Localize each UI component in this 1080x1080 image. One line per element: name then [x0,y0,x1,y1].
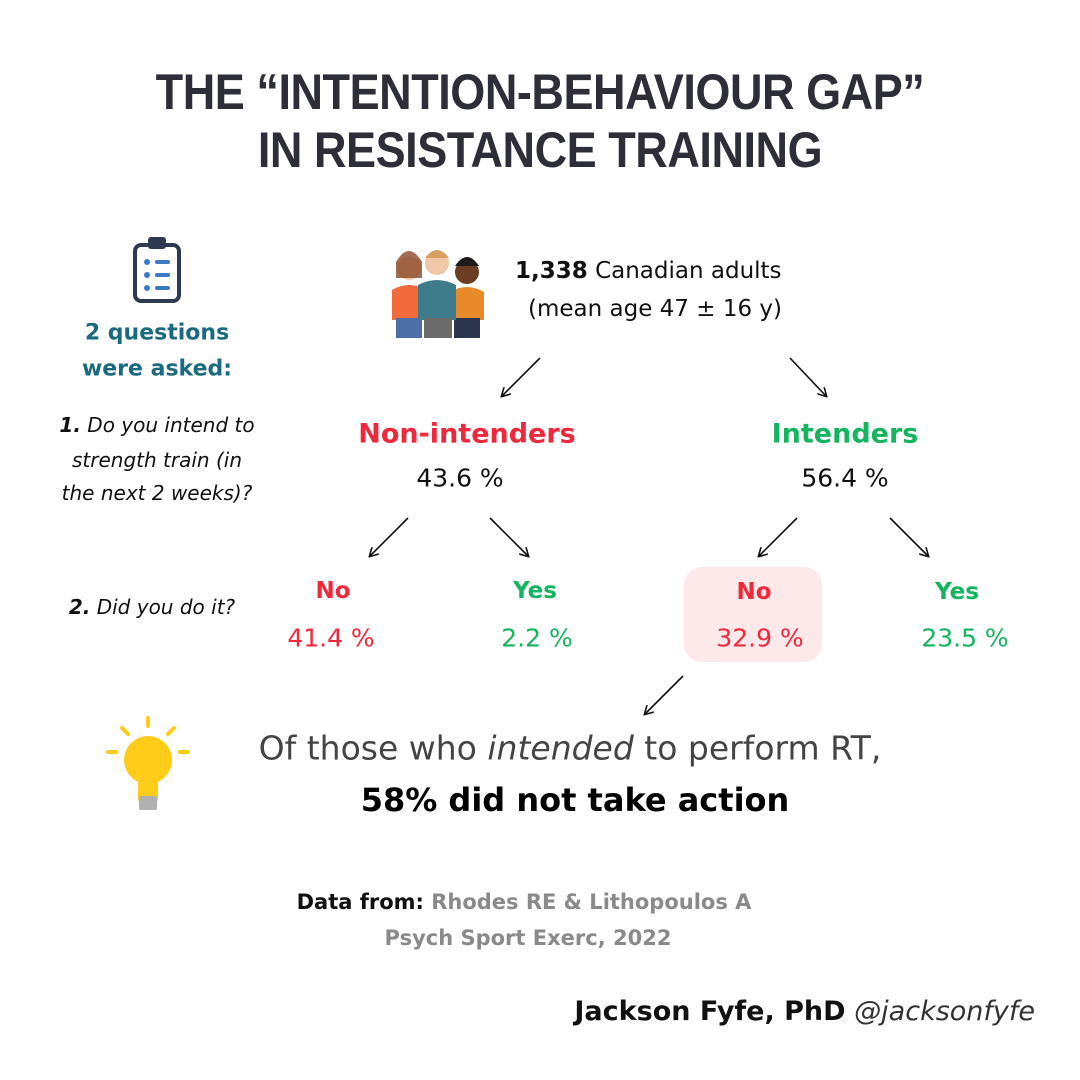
author-line: Jackson Fyfe, PhD @jacksonfyfe [574,996,1035,1027]
question-line: 1. Do you intend to [59,413,254,437]
question-text: Do you intend to [87,413,255,437]
question-text: strength train (in [72,448,242,472]
arrows [370,357,928,714]
conclusion-line: Of those who intended to perform RT, [259,729,882,768]
group-percent: 56.4 % [801,463,889,493]
outcome-label: No [315,578,351,604]
question-number: 2. [68,595,91,619]
source-text: Psych Sport Exerc, 2022 [384,926,672,950]
outcome-label: No [736,579,772,605]
group-percent: 43.6 % [416,463,504,493]
questions-heading: were asked: [81,356,233,382]
sample-detail: (mean age 47 ± 16 y) [528,296,782,322]
sample-line: 1,338 Canadian adults [515,258,782,284]
conclusion-text: Of those who [258,728,477,768]
question-text: the next 2 weeks)? [61,481,253,505]
group-label: Intenders [771,418,919,450]
group-label: Non-intenders [358,418,576,450]
question-text: Did you do it? [96,595,236,619]
question-line: 2. Did you do it? [69,595,235,619]
title-line: IN RESISTANCE TRAINING [257,122,823,178]
question-number: 1. [59,413,81,437]
author-name: Jackson Fyfe, PhD [574,996,846,1027]
highlight-box [684,567,822,662]
outcome-label: Yes [935,579,979,605]
questions-heading: 2 questions [84,320,230,346]
conclusion-emphasis: intended [487,728,634,768]
source-label: Data from: [296,890,424,914]
outcome-percent: 32.9 % [716,623,804,653]
outcome-label: Yes [513,578,557,604]
author-handle: @jacksonfyfe [854,996,1035,1027]
title-line: THE “INTENTION-BEHAVIOUR GAP” [155,64,925,120]
source-text: Rhodes RE & Lithopoulos A [431,890,752,914]
conclusion-text: to perform RT, [644,728,882,768]
clipboard-icon [133,237,181,303]
sample-count: 1,338 [515,258,588,284]
source-line: Data from: Rhodes RE & Lithopoulos A [297,890,752,914]
outcome-percent: 2.2 % [501,623,573,653]
outcome-percent: 41.4 % [287,623,375,653]
outcome-percent: 23.5 % [921,623,1009,653]
sample-label: Canadian adults [595,258,782,284]
people-icon [392,250,484,338]
lightbulb-icon [106,716,190,810]
conclusion-key: 58% did not take action [360,781,790,819]
